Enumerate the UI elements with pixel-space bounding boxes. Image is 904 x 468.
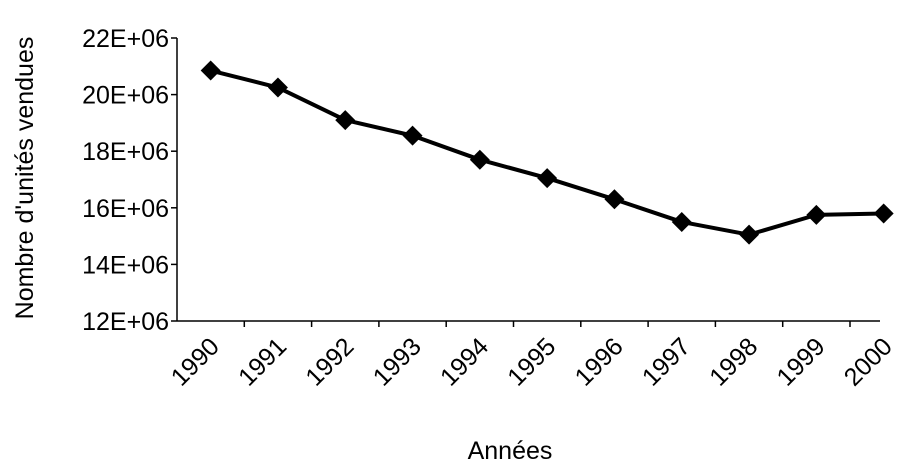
series-line [210,68,884,237]
y-tick-label: 22E+06 [82,25,169,53]
data-point-marker [469,149,490,170]
data-point-marker [806,204,827,225]
data-point-marker [200,60,221,81]
x-tick-label: 1993 [368,332,427,391]
data-point-marker [537,168,558,189]
series [200,60,894,245]
x-tick-label: 1992 [300,332,359,391]
x-tick-label: 1998 [704,332,763,391]
data-point-marker [267,77,288,98]
axes [176,38,880,322]
x-tick-label: 1994 [435,332,494,391]
data-point-marker [739,224,760,245]
x-tick-label: 1995 [502,332,561,391]
y-tick-label: 12E+06 [82,308,169,336]
y-tick-label: 18E+06 [82,138,169,166]
x-tick-label: 2000 [839,332,898,391]
data-point-marker [873,203,894,224]
data-point-marker [671,211,692,232]
x-tick-label: 1996 [570,332,629,391]
y-tick-label: 20E+06 [82,82,169,110]
data-point-marker [604,189,625,210]
y-tick-label: 14E+06 [82,251,169,279]
y-tick-label: 16E+06 [82,195,169,223]
x-tick-label: 1991 [233,332,292,391]
x-tick-label: 1999 [771,332,830,391]
x-axis-title: Années [468,437,553,465]
data-point-marker [402,125,423,146]
x-tick-label: 1997 [637,332,696,391]
data-point-marker [335,110,356,131]
y-axis-title: Nombre d'unités vendues [11,37,39,320]
y-ticks: 12E+06 14E+06 16E+06 18E+06 20E+06 22E+06 [82,25,177,336]
x-ticks: 1990 1991 1992 1993 1994 1995 1996 1997 1998 1999… [166,321,898,392]
x-tick-label: 1990 [166,332,225,391]
